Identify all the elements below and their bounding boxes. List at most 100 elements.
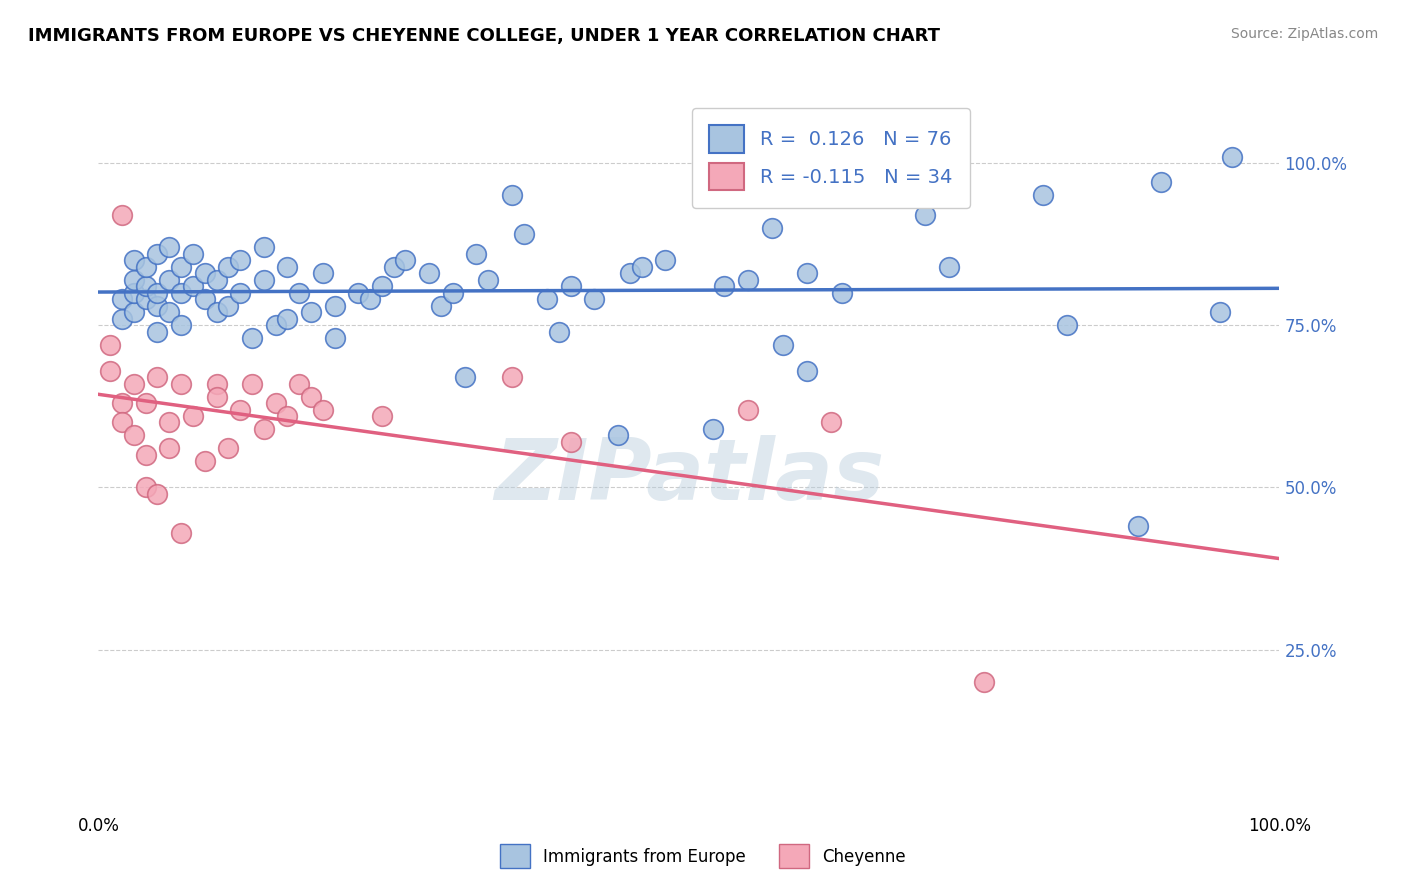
Point: [181, 279, 204, 293]
Point: [288, 376, 311, 391]
Point: [1209, 305, 1232, 319]
Point: [973, 675, 995, 690]
Point: [607, 428, 630, 442]
Point: [323, 299, 346, 313]
Point: [122, 253, 145, 268]
Point: [477, 273, 499, 287]
Point: [583, 292, 606, 306]
Point: [205, 376, 228, 391]
Point: [146, 247, 169, 261]
Point: [157, 442, 180, 456]
Point: [1150, 176, 1173, 190]
Point: [194, 292, 217, 306]
Point: [135, 396, 157, 410]
Point: [737, 402, 759, 417]
Point: [702, 422, 724, 436]
Point: [135, 480, 157, 494]
Legend: R =  0.126   N = 76, R = -0.115   N = 34: R = 0.126 N = 76, R = -0.115 N = 34: [692, 108, 970, 208]
Point: [181, 409, 204, 423]
Point: [122, 376, 145, 391]
Point: [276, 409, 298, 423]
Point: [253, 240, 276, 254]
Point: [217, 299, 239, 313]
Point: [122, 273, 145, 287]
Point: [146, 285, 169, 300]
Point: [205, 390, 228, 404]
Point: [98, 337, 121, 351]
Point: [418, 266, 440, 280]
Point: [157, 416, 180, 430]
Point: [229, 253, 252, 268]
Point: [1056, 318, 1078, 333]
Point: [796, 363, 818, 377]
Point: [122, 428, 145, 442]
Point: [1220, 149, 1243, 163]
Point: [264, 396, 287, 410]
Text: ZIPatlas: ZIPatlas: [494, 434, 884, 518]
Point: [111, 292, 134, 306]
Point: [430, 299, 453, 313]
Point: [453, 370, 475, 384]
Point: [1032, 188, 1054, 202]
Point: [938, 260, 960, 274]
Point: [170, 376, 193, 391]
Point: [501, 370, 523, 384]
Point: [560, 434, 582, 449]
Point: [217, 260, 239, 274]
Point: [299, 305, 322, 319]
Point: [146, 487, 169, 501]
Point: [229, 285, 252, 300]
Point: [194, 454, 217, 468]
Point: [253, 422, 276, 436]
Legend: Immigrants from Europe, Cheyenne: Immigrants from Europe, Cheyenne: [494, 838, 912, 875]
Point: [253, 273, 276, 287]
Point: [323, 331, 346, 345]
Point: [135, 279, 157, 293]
Point: [394, 253, 416, 268]
Point: [170, 285, 193, 300]
Point: [1126, 519, 1149, 533]
Point: [548, 325, 571, 339]
Point: [205, 273, 228, 287]
Point: [146, 370, 169, 384]
Point: [465, 247, 488, 261]
Point: [111, 416, 134, 430]
Point: [560, 279, 582, 293]
Point: [157, 240, 180, 254]
Point: [240, 331, 263, 345]
Point: [135, 292, 157, 306]
Point: [111, 208, 134, 222]
Point: [240, 376, 263, 391]
Point: [359, 292, 381, 306]
Point: [288, 285, 311, 300]
Point: [146, 325, 169, 339]
Point: [820, 416, 842, 430]
Text: IMMIGRANTS FROM EUROPE VS CHEYENNE COLLEGE, UNDER 1 YEAR CORRELATION CHART: IMMIGRANTS FROM EUROPE VS CHEYENNE COLLE…: [28, 27, 941, 45]
Point: [382, 260, 405, 274]
Point: [312, 266, 335, 280]
Point: [654, 253, 676, 268]
Point: [170, 318, 193, 333]
Point: [135, 260, 157, 274]
Point: [205, 305, 228, 319]
Point: [914, 208, 936, 222]
Point: [122, 285, 145, 300]
Point: [501, 188, 523, 202]
Point: [217, 442, 239, 456]
Point: [630, 260, 652, 274]
Point: [713, 279, 735, 293]
Point: [347, 285, 370, 300]
Point: [312, 402, 335, 417]
Point: [264, 318, 287, 333]
Point: [371, 279, 394, 293]
Point: [157, 273, 180, 287]
Point: [441, 285, 464, 300]
Point: [619, 266, 641, 280]
Point: [772, 337, 794, 351]
Point: [170, 260, 193, 274]
Point: [98, 363, 121, 377]
Point: [371, 409, 394, 423]
Point: [111, 311, 134, 326]
Point: [229, 402, 252, 417]
Point: [831, 285, 853, 300]
